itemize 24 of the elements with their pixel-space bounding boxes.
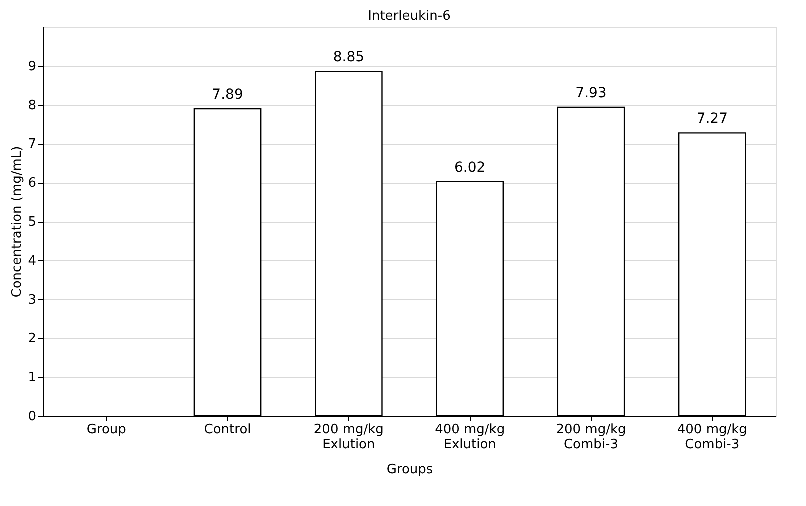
y-tick-label: 8 xyxy=(28,98,36,114)
data-label: 7.93 xyxy=(576,86,607,102)
data-label: 8.85 xyxy=(333,50,365,66)
x-tick-label: 200 mg/kg Combi-3 xyxy=(556,422,626,452)
y-tick-label: 1 xyxy=(28,370,36,386)
y-tick-label: 7 xyxy=(28,137,36,152)
y-tick-label: 0 xyxy=(28,410,36,424)
y-tick-label: 9 xyxy=(28,59,36,74)
y-tick-label: 6 xyxy=(28,176,36,192)
x-axis-title: Groups xyxy=(386,462,434,478)
y-tick-label: 5 xyxy=(28,215,36,230)
data-label: 7.27 xyxy=(696,111,728,128)
x-tick-label: 400 mg/kg Exlution xyxy=(435,422,506,452)
y-tick-label: 4 xyxy=(28,254,36,269)
x-tick-label: 200 mg/kg Exlution xyxy=(314,422,384,452)
x-tick-label: 400 mg/kg Combi-3 xyxy=(677,422,748,452)
y-axis-title: Concentration (mg/mL) xyxy=(10,146,26,298)
data-label: 7.89 xyxy=(212,87,244,104)
y-tick-label: 2 xyxy=(28,332,36,347)
x-tick-label: Control xyxy=(204,422,252,438)
data-label: 6.02 xyxy=(454,160,486,176)
y-tick-label: 3 xyxy=(28,292,36,308)
x-tick-label: Group xyxy=(86,422,126,438)
chart-title: Interleukin-6 xyxy=(368,9,451,24)
